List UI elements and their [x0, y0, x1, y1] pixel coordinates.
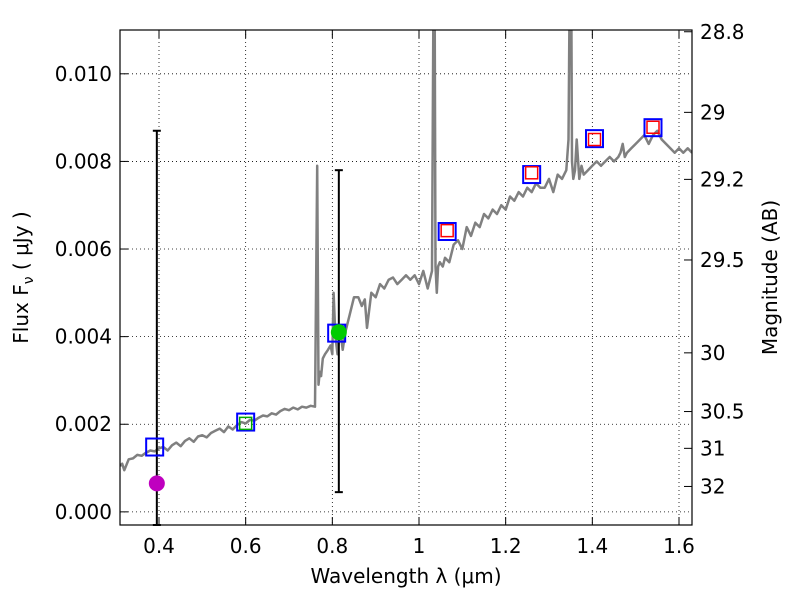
detection-circle-marker — [148, 475, 165, 492]
model-square-marker — [437, 222, 457, 242]
x-tick-label: 1 — [413, 534, 426, 558]
y-tick-label: 0.004 — [55, 325, 112, 349]
y-axis-label-subscript: ν — [21, 276, 37, 284]
y-tick-label: 0.002 — [55, 412, 112, 436]
x-tick-label: 0.4 — [143, 534, 175, 558]
right-axis-label: Magnitude (AB) — [758, 200, 782, 355]
detection-circle-marker — [330, 324, 347, 341]
y2-tick-label: 31 — [700, 436, 725, 460]
observed-square-marker — [238, 416, 253, 431]
model-square-marker — [643, 118, 663, 138]
marker-layer — [145, 118, 663, 492]
y-tick-label: 0.006 — [55, 237, 112, 261]
y-tick-label: 0.000 — [55, 500, 112, 524]
spectrum-layer — [120, 30, 692, 472]
y-axis-label-unit: ( μJy ) — [9, 211, 33, 276]
y-axis-label-main: Flux F — [9, 284, 33, 343]
y2-tick-label: 29.2 — [700, 167, 745, 191]
y-tick-label: 0.010 — [55, 62, 112, 86]
observed-square-marker — [440, 223, 454, 238]
x-tick-label: 1.6 — [663, 534, 695, 558]
y2-tick-label: 32 — [700, 474, 725, 498]
spectrum-line — [120, 30, 692, 472]
y2-tick-label: 28.8 — [700, 20, 745, 44]
x-axis-label: Wavelength λ (μm) — [310, 564, 501, 588]
y2-tick-label: 29.5 — [700, 248, 745, 272]
model-square-marker — [236, 412, 256, 432]
y2-tick-label: 29 — [700, 100, 725, 124]
model-square-marker — [145, 437, 165, 457]
x-tick-label: 0.6 — [230, 534, 262, 558]
y-axis-label: Flux Fν ( μJy ) — [9, 211, 37, 343]
y-tick-label: 0.008 — [55, 149, 112, 173]
grid-lines — [120, 30, 692, 525]
model-square-marker — [585, 129, 604, 149]
errorbar-layer — [152, 129, 343, 526]
y2-tick-label: 30.5 — [700, 400, 745, 424]
x-tick-label: 1.2 — [490, 534, 522, 558]
observed-square-marker — [524, 166, 539, 180]
observed-square-marker — [646, 120, 660, 134]
observed-square-marker — [587, 132, 602, 147]
x-tick-label: 1.4 — [576, 534, 608, 558]
x-tick-label: 0.8 — [316, 534, 348, 558]
plot-frame — [119, 29, 693, 526]
y2-tick-label: 30 — [700, 341, 725, 365]
ticks-layer: 0.4 0.6 0.8 1 1.2 1.4 1.6 0.000 0.002 0.004 0.006 0… — [55, 20, 745, 558]
